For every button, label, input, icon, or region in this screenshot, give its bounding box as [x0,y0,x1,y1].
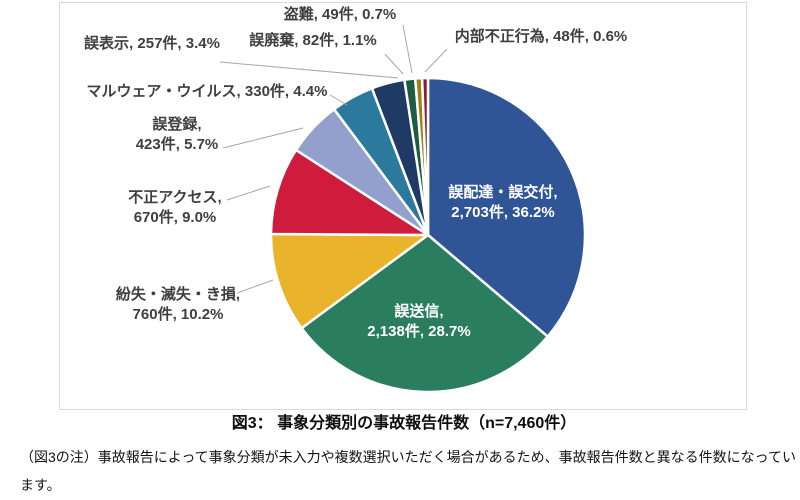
pie-slice-9 [420,76,430,237]
leader-line-5 [384,53,404,75]
figure-note: （図3の注）事故報告によって事象分類が未入力や複数選択いただく場合があるため、事… [20,443,798,499]
leader-line-4 [219,61,399,79]
leader-line-3 [329,94,348,106]
leader-line-2 [222,127,304,149]
leader-line-0 [236,279,274,294]
pie-slice-0 [426,76,587,338]
pie-slice-1 [300,233,549,394]
figure-note-line-1: （図3の注）事故報告によって事象分類が未入力や複数選択いただく場合があるため、事… [20,449,796,465]
leader-line-6 [402,24,413,74]
pie-slice-3 [269,148,430,237]
leader-line-7 [424,48,448,73]
figure-title: 図3： 事象分類別の事故報告件数（n=7,460件） [231,415,577,432]
pie-slice-2 [269,232,430,330]
figure-note-line-2: ます。 [20,477,61,493]
leader-line-1 [226,185,271,201]
